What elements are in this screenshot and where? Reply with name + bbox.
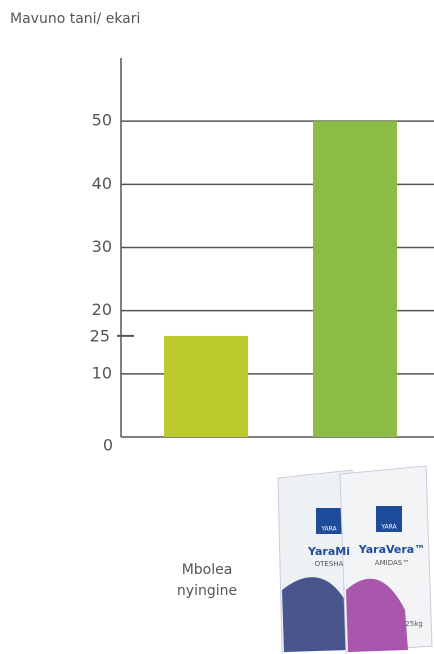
bag-brand: YARA <box>320 526 337 533</box>
annotation: 25 <box>90 326 110 345</box>
bag-variant: AMIDAS™ <box>375 559 409 567</box>
yara-logo <box>316 508 342 534</box>
bag-pattern <box>282 577 350 652</box>
bag-variant: OTESHA <box>315 560 344 568</box>
y-tick-label: 40 <box>92 174 112 193</box>
bag-name: YaraVera™ <box>358 543 425 556</box>
x-tick-label: Mbolea nyingine <box>176 562 238 599</box>
bag-weight: 25kg <box>405 620 422 628</box>
y-tick-label: 20 <box>92 300 112 319</box>
bag-pattern <box>346 578 408 652</box>
y-tick-label: 0 <box>103 436 113 455</box>
y-tick-label: 10 <box>92 363 112 382</box>
chart-title: Mavuno tani/ ekari <box>10 11 140 27</box>
bar <box>313 121 397 438</box>
bar <box>164 335 248 437</box>
y-tick-label: 50 <box>92 111 112 130</box>
yara-logo <box>376 506 402 532</box>
bag-name: YaraMi <box>307 545 350 558</box>
product-images: YARA YaraMi OTESHA YARA YaraVera™ AMIDAS… <box>277 465 433 653</box>
bag-brand: YARA <box>380 524 397 531</box>
y-tick-label: 30 <box>92 237 112 256</box>
